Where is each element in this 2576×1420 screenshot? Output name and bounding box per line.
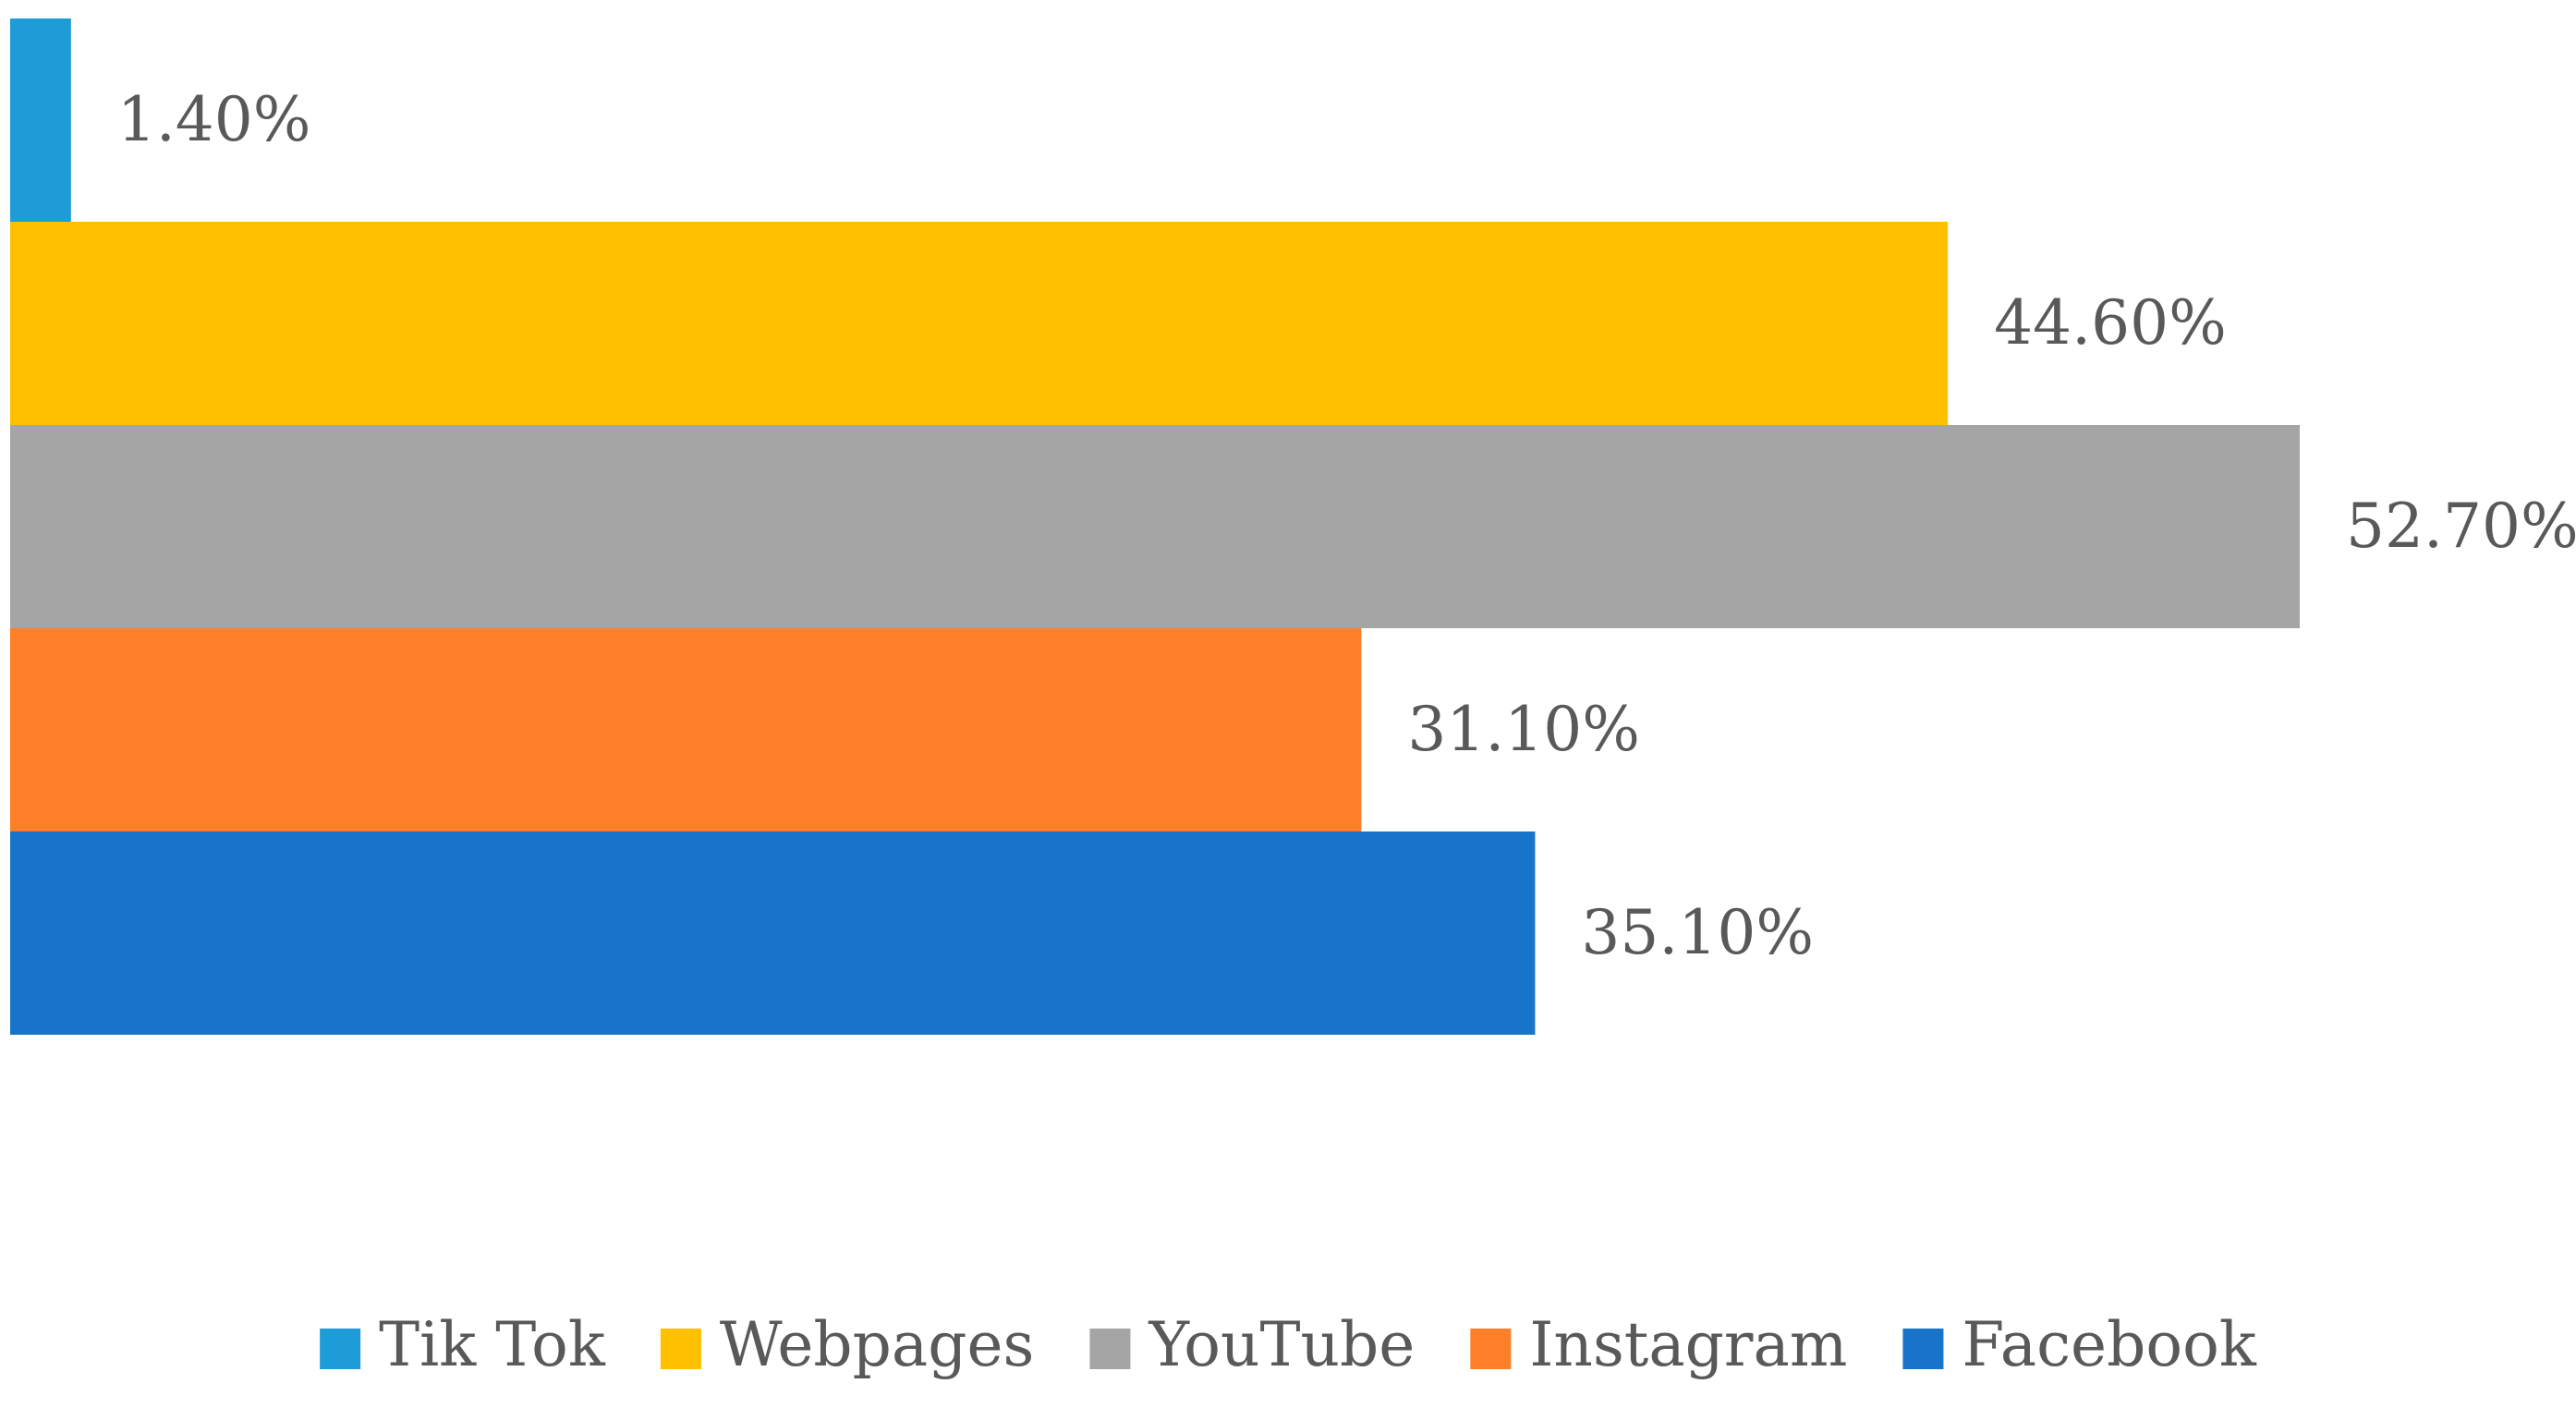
legend-swatch-youtube [1089, 1329, 1131, 1369]
bar-webpages [10, 222, 1949, 425]
legend-label-tik-tok: Tik Tok [379, 1309, 606, 1380]
bars-group [10, 18, 2300, 1035]
legend-swatch-webpages [660, 1329, 701, 1369]
legend-item-youtube: YouTube [1089, 1309, 1415, 1380]
bar-instagram [10, 628, 1362, 831]
data-label-instagram: 31.10% [1407, 694, 1640, 765]
data-label-tik-tok: 1.40% [117, 84, 311, 155]
legend: Tik Tok Webpages YouTube Instagram Facebook [320, 1309, 2257, 1380]
bar-facebook [10, 831, 1536, 1035]
data-labels-group: 1.40% 44.60% 52.70% 31.10% 35.10% [117, 84, 2576, 968]
data-label-youtube: 52.70% [2346, 491, 2576, 562]
legend-item-webpages: Webpages [660, 1309, 1035, 1380]
bar-tik-tok [10, 18, 71, 222]
legend-swatch-instagram [1470, 1329, 1512, 1369]
data-label-webpages: 44.60% [1994, 287, 2227, 358]
legend-item-tik-tok: Tik Tok [320, 1309, 606, 1380]
legend-item-facebook: Facebook [1902, 1309, 2257, 1380]
legend-label-instagram: Instagram [1529, 1309, 1847, 1380]
data-label-facebook: 35.10% [1581, 897, 1814, 968]
legend-label-facebook: Facebook [1962, 1309, 2256, 1380]
legend-label-webpages: Webpages [720, 1309, 1035, 1380]
legend-item-instagram: Instagram [1470, 1309, 1847, 1380]
bar-youtube [10, 425, 2300, 628]
legend-label-youtube: YouTube [1148, 1309, 1415, 1380]
legend-swatch-tik-tok [320, 1329, 361, 1369]
legend-swatch-facebook [1902, 1329, 1944, 1369]
